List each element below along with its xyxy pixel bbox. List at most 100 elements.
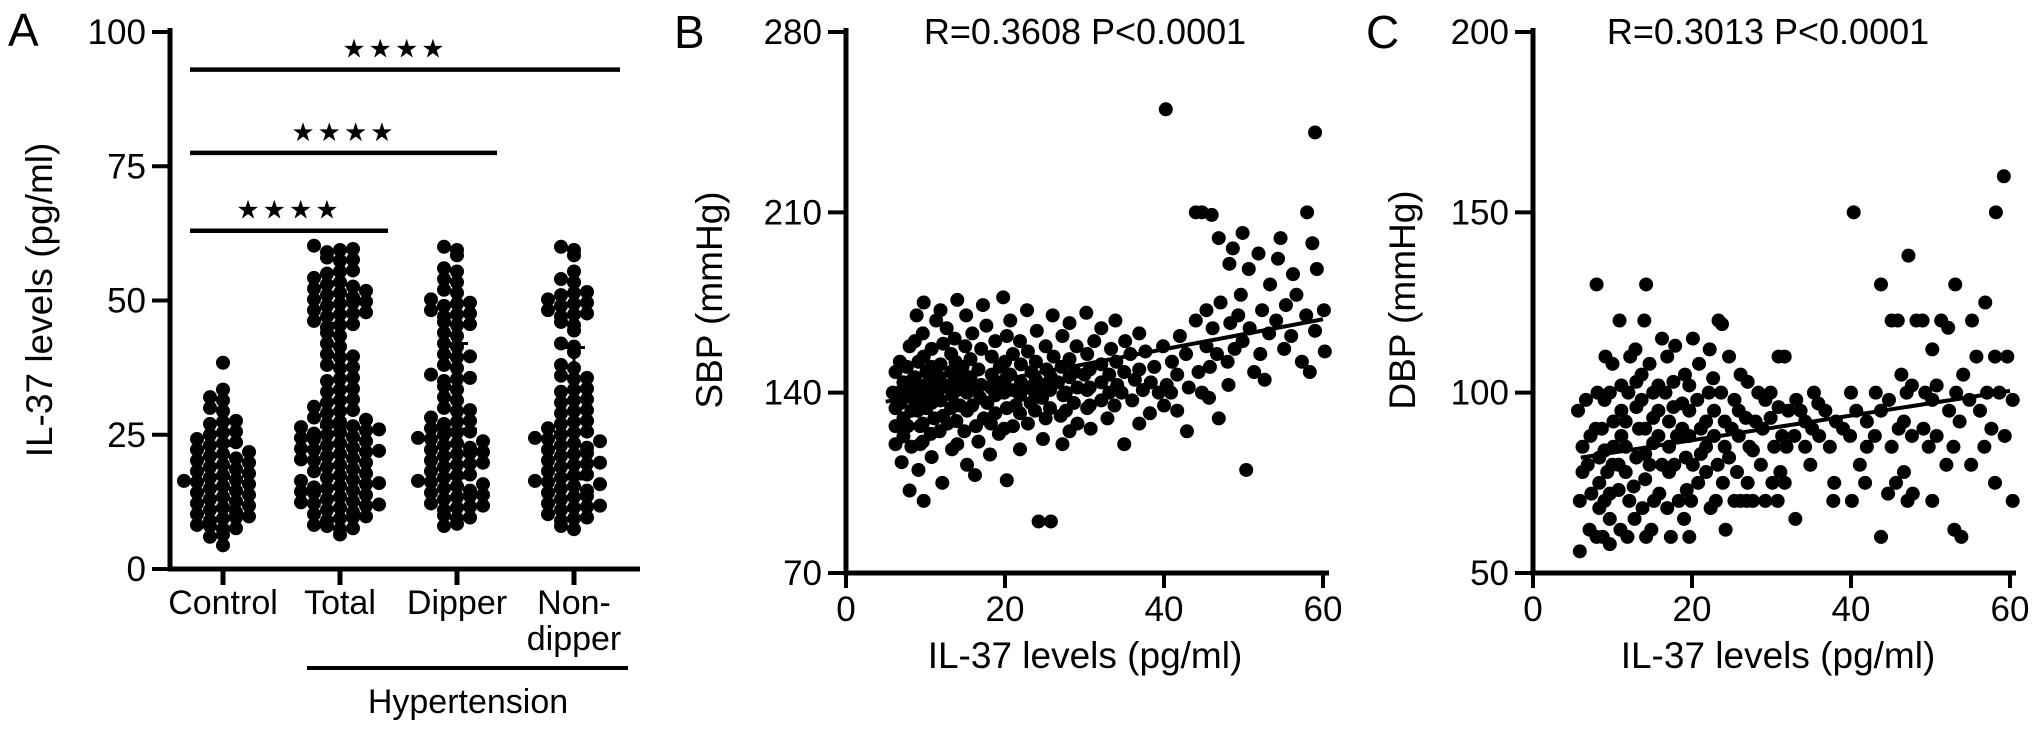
swarm-point (346, 505, 360, 520)
scatter-point (1102, 367, 1117, 382)
group-label-dipper: Dipper (407, 584, 507, 622)
scatter-point (1572, 493, 1587, 508)
scatter-point (1235, 334, 1250, 349)
scatter-point (1702, 342, 1717, 357)
scatter-point (907, 370, 922, 385)
scatter-point (1969, 349, 1984, 364)
swarm-point (424, 421, 438, 436)
scatter-point (1690, 392, 1705, 407)
swarm-point (333, 479, 347, 494)
scatter-point (1803, 457, 1818, 472)
swarm-point (320, 245, 334, 260)
swarm-point (580, 306, 594, 321)
panel-b-plot-area: 70 140 210 280 0 20 40 60 (764, 13, 1343, 629)
swarm-point (346, 360, 360, 375)
scatter-point (1740, 475, 1755, 490)
scatter-point (1682, 403, 1697, 418)
scatter-point (963, 352, 978, 367)
swarm-point (333, 307, 347, 322)
scatter-point (1692, 356, 1707, 371)
scatter-point (1612, 313, 1627, 328)
scatter-point (1575, 439, 1590, 454)
swarm-point (554, 395, 568, 410)
scatter-point (1251, 246, 1266, 261)
scatter-point (1062, 352, 1077, 367)
swarm-point (320, 309, 334, 324)
swarm-point (450, 500, 464, 515)
scatter-point (1299, 308, 1314, 323)
swarm-point (567, 264, 581, 279)
swarm-point (346, 451, 360, 466)
swarm-point (554, 384, 568, 399)
swarm-point (450, 489, 464, 504)
swarm-point (320, 438, 334, 453)
swarm-point (190, 474, 204, 489)
scatter-point (1055, 328, 1070, 343)
swarm-point (567, 511, 581, 526)
swarm-point (242, 466, 256, 481)
scatter-point (1684, 493, 1699, 508)
scatter-point (1722, 450, 1737, 465)
scatter-point (1773, 465, 1788, 480)
scatter-point (1925, 342, 1940, 357)
swarm-point (541, 507, 555, 522)
swarm-point (554, 357, 568, 372)
scatter-point (1257, 372, 1272, 387)
scatter-point (988, 406, 1003, 421)
scatter-point (1942, 403, 1957, 418)
swarm-point (190, 517, 204, 532)
scatter-point (1147, 359, 1162, 374)
x-tick-label: 40 (1145, 590, 1184, 629)
swarm-point (593, 498, 607, 513)
swarm-point (190, 464, 204, 479)
swarm-point (554, 481, 568, 496)
scatter-point (1209, 347, 1224, 362)
scatter-point (1651, 428, 1666, 443)
swarm-point (320, 481, 334, 496)
scatter-point (915, 326, 930, 341)
scatter-point (1602, 385, 1617, 400)
swarm-point (320, 374, 334, 389)
swarm-point (177, 473, 191, 488)
swarm-point (359, 477, 373, 492)
scatter-point (939, 321, 954, 336)
scatter-point (1946, 439, 1961, 454)
scatter-point (1844, 385, 1858, 400)
swarm-point (216, 355, 230, 370)
scatter-point (1941, 320, 1956, 335)
swarm-point (294, 452, 308, 467)
y-tick-label: 150 (1451, 193, 1509, 232)
swarm-point (359, 466, 373, 481)
swarm-point (567, 500, 581, 515)
x-tick-label: 20 (1673, 590, 1712, 629)
swarm-point (307, 464, 321, 479)
swarm-point (554, 449, 568, 464)
scatter-point (949, 414, 964, 429)
scatter-point (1890, 313, 1905, 328)
scatter-point (933, 303, 948, 318)
swarm-point (216, 538, 230, 553)
scatter-point (1925, 493, 1940, 508)
swarm-point (580, 440, 594, 455)
scatter-point (1988, 349, 2002, 364)
swarm-point (359, 423, 373, 438)
scatter-point (1894, 367, 1909, 382)
y-tick-label: 75 (107, 147, 146, 186)
swarm-point (554, 288, 568, 303)
scatter-point (1965, 313, 1980, 328)
scatter-point (1020, 416, 1035, 431)
swarm-point (541, 421, 555, 436)
swarm-point (580, 370, 594, 385)
scatter-point (1589, 277, 1604, 292)
scatter-point (1263, 277, 1278, 292)
swarm-point (437, 298, 451, 313)
scatter-point (1708, 493, 1723, 508)
swarm-point (307, 517, 321, 532)
scatter-point (1973, 403, 1987, 418)
scatter-point (2000, 349, 2015, 364)
scatter-point (1844, 493, 1859, 508)
scatter-point (1305, 236, 1320, 251)
scatter-point (1793, 403, 1808, 418)
swarm-point (424, 485, 438, 500)
swarm-point (229, 462, 243, 477)
